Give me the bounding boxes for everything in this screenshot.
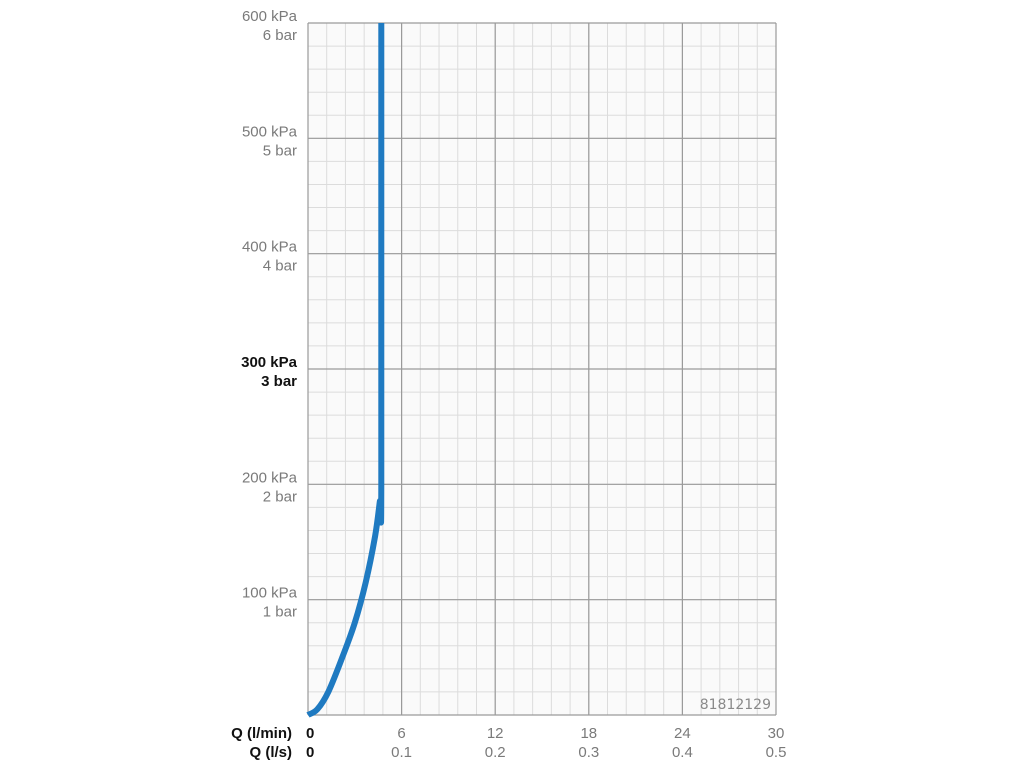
y-tick-label-kpa: 500 kPa (242, 123, 298, 140)
series-line-0 (306, 23, 385, 718)
x-tick-label-ls: 0.4 (672, 744, 693, 761)
y-tick-label-kpa: 100 kPa (242, 585, 298, 602)
x-tick-label-lmin: 12 (487, 725, 504, 742)
y-tick-label-kpa: 200 kPa (242, 469, 298, 486)
y-tick-label-kpa: 400 kPa (242, 239, 298, 256)
x-tick-label-lmin: 0 (306, 725, 314, 742)
x-tick-label-lmin: 18 (580, 725, 597, 742)
x-axis-title-secondary: Q (l/s) (249, 744, 292, 761)
y-axis-labels: 100 kPa 1 bar 200 kPa 2 bar 300 kPa 3 bar 400 … (241, 8, 298, 621)
x-tick-label-lmin: 6 (397, 725, 405, 742)
x-tick-label-ls: 0 (306, 744, 314, 761)
y-tick-label-bar: 2 bar (263, 488, 297, 505)
major-gridlines (307, 22, 777, 716)
y-tick-label-bar: 1 bar (263, 604, 297, 621)
y-tick-label-bar: 4 bar (263, 258, 297, 275)
x-axis-labels: 0 0 6 0.1 12 0.2 18 0.3 24 0.4 30 0.5 (306, 725, 786, 761)
x-tick-label-ls: 0.5 (766, 744, 787, 761)
y-tick-label-kpa: 600 kPa (242, 8, 298, 25)
x-tick-label-ls: 0.2 (485, 744, 506, 761)
y-tick-label-kpa: 300 kPa (241, 354, 298, 371)
y-tick-label-bar: 3 bar (261, 373, 297, 390)
x-tick-label-ls: 0.1 (391, 744, 412, 761)
x-axis-title-primary: Q (l/min) (231, 725, 292, 742)
series-layer (306, 23, 385, 718)
y-tick-label-bar: 5 bar (263, 142, 297, 159)
product-code-label: 81812129 (700, 697, 771, 713)
x-tick-label-lmin: 24 (674, 725, 691, 742)
x-tick-label-ls: 0.3 (578, 744, 599, 761)
y-tick-label-bar: 6 bar (263, 27, 297, 44)
x-tick-label-lmin: 30 (768, 725, 785, 742)
